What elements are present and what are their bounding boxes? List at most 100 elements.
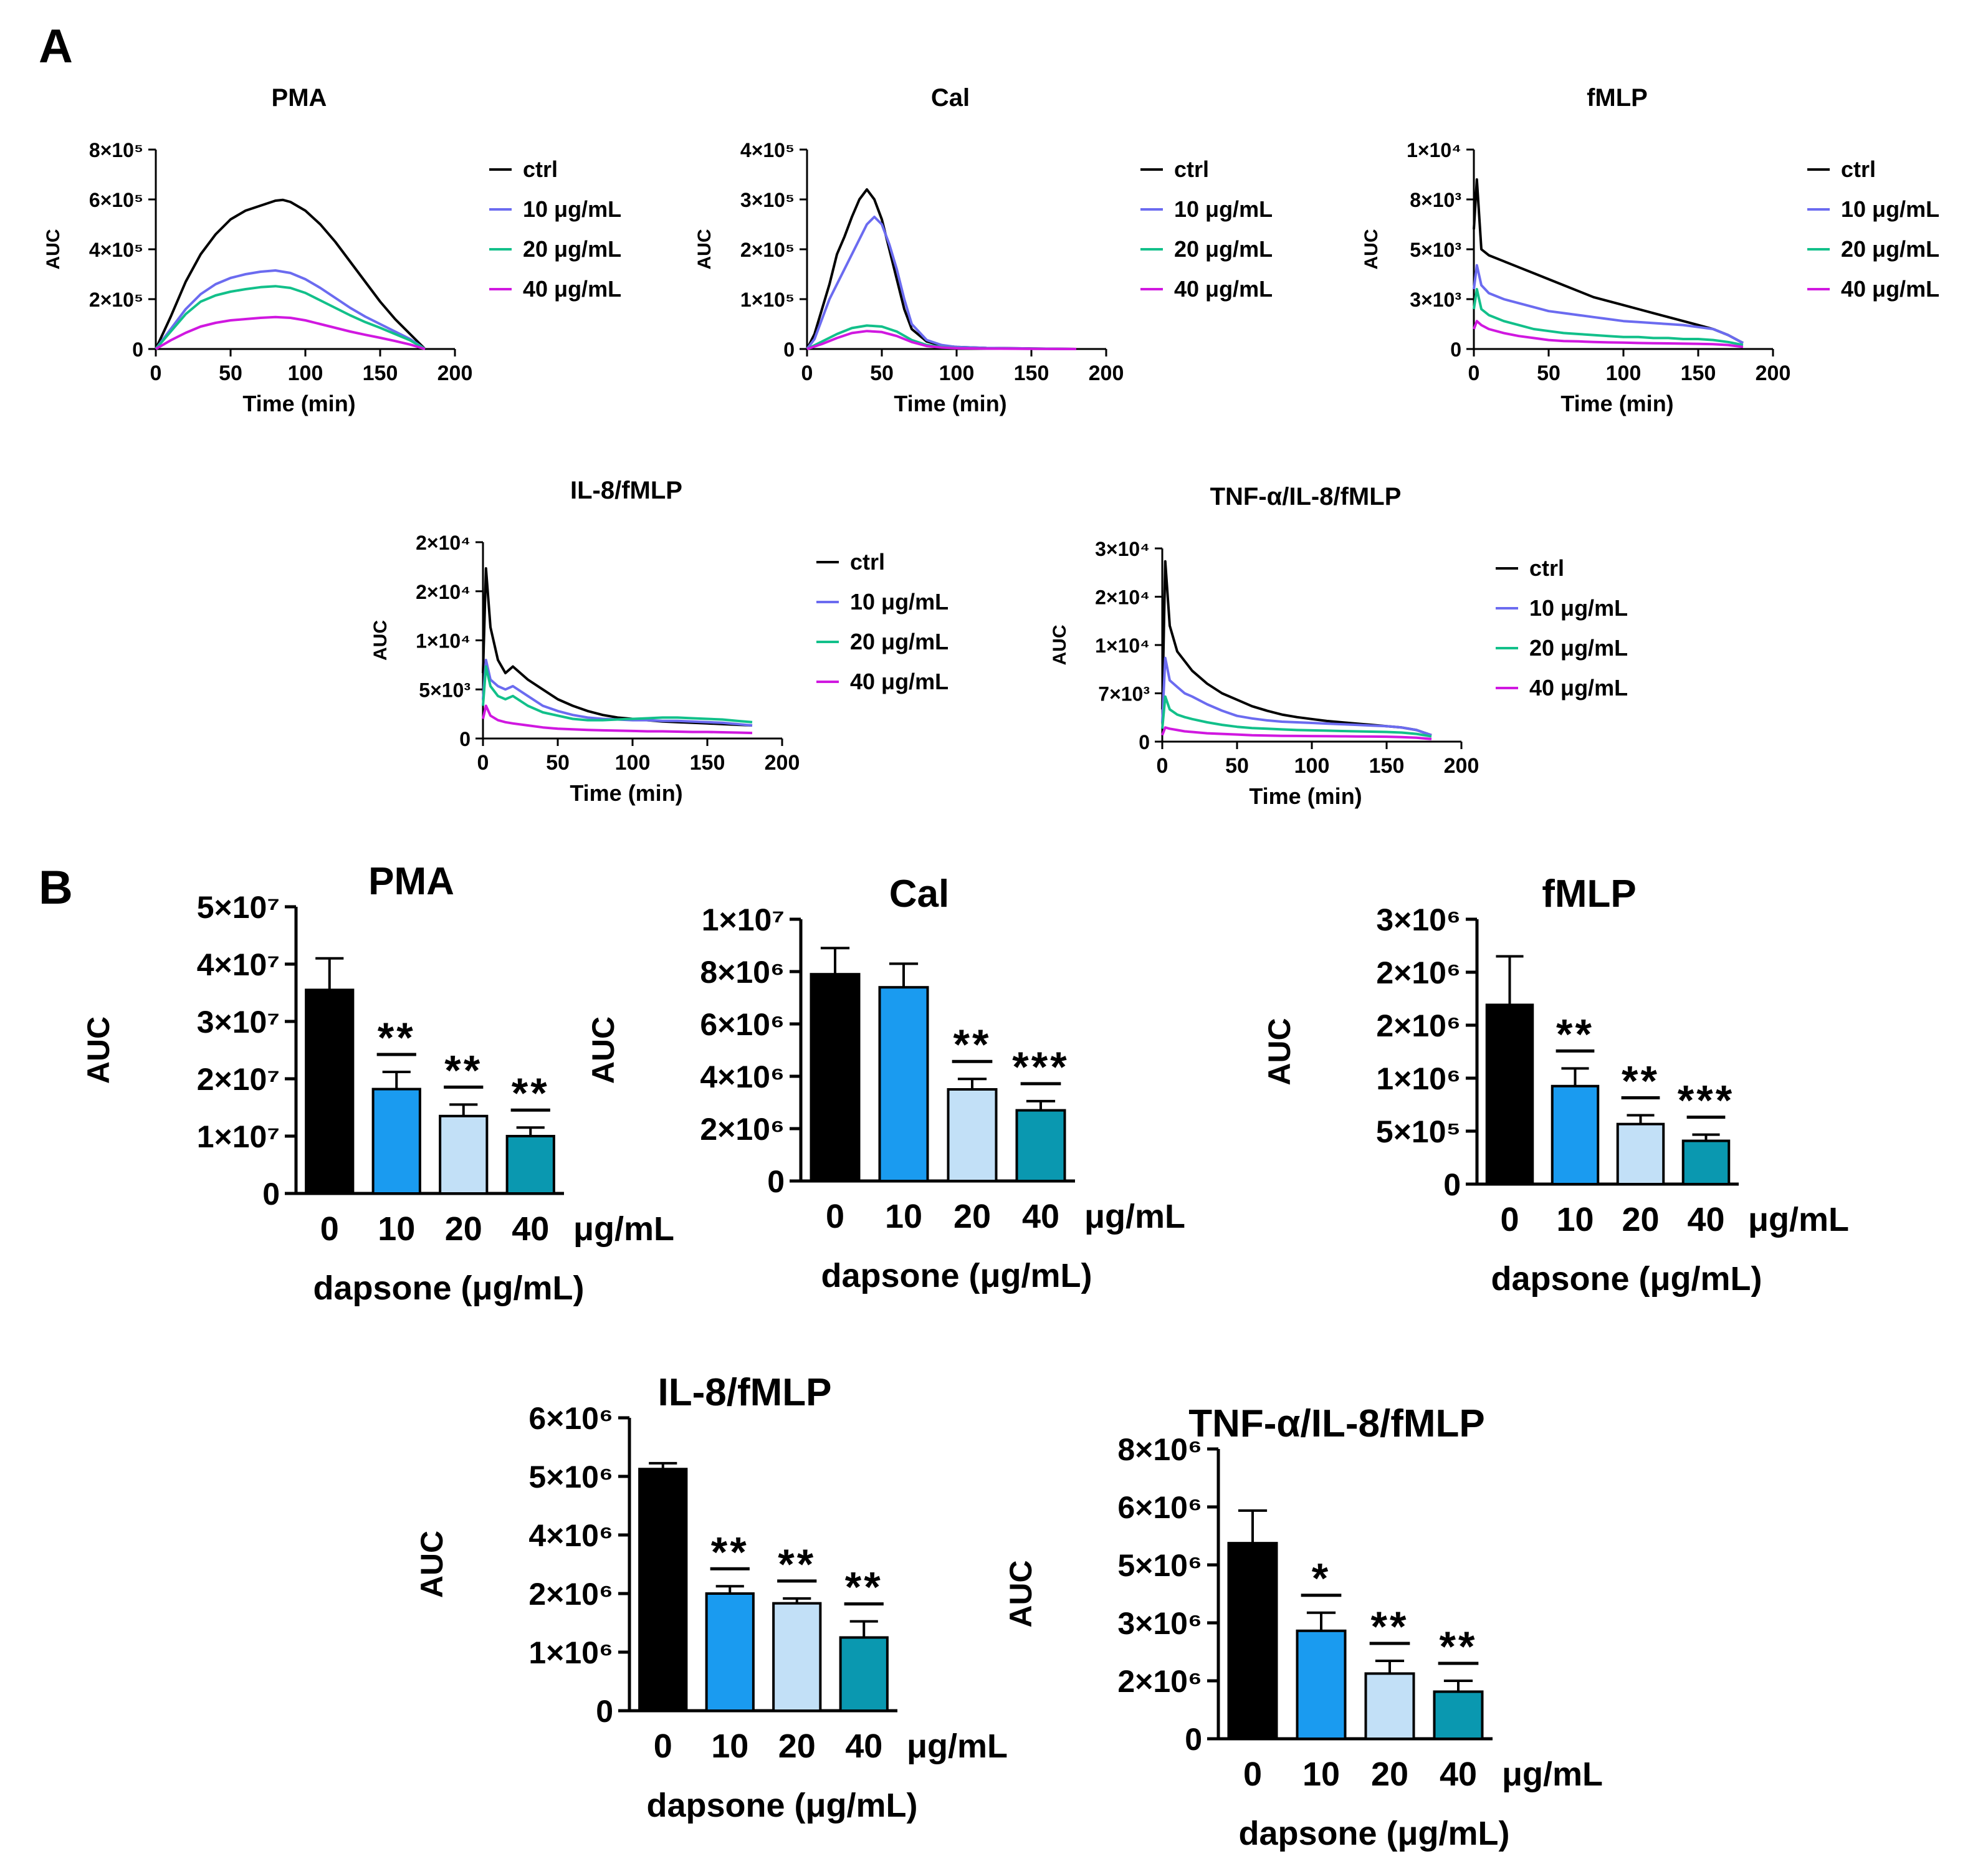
y-tick-label: 3×10⁷ (197, 1005, 280, 1040)
bar-0 (305, 988, 355, 1195)
y-tick-label: 4×10⁷ (197, 947, 280, 982)
y-tick-label: 2×10⁵ (740, 239, 795, 261)
bar-10 (878, 986, 929, 1182)
line-chart-4: TNF-α/IL-8/fMLP 0 50 100 150 200 0 7×10³ 1×10⁴ 2×… (1049, 483, 1628, 809)
bar-10 (1296, 1629, 1347, 1741)
bar-chart-1: Cal 0 2×10⁶ 4×10⁶ 6×10⁶ 8×10⁶ 1×10⁷ AUC 0 10 20 ** 4… (586, 872, 1185, 1294)
x-tick-label: 100 (288, 361, 323, 385)
x-tick-label: 150 (1014, 361, 1049, 385)
series-line-0 (155, 198, 426, 350)
bar-40 (839, 1636, 889, 1712)
y-tick-label: 0 (1139, 731, 1150, 753)
x-tick-label: 50 (870, 361, 894, 385)
significance-marker: ** (1440, 1623, 1478, 1670)
y-tick-label: 5×10⁷ (197, 890, 280, 925)
bar-40 (1681, 1139, 1731, 1186)
chart-title: IL-8/fMLP (570, 477, 682, 504)
bar-chart-3: IL-8/fMLP 0 1×10⁶ 2×10⁶ 4×10⁶ 5×10⁶ 6×10⁶ AUC 0 1… (414, 1371, 1008, 1824)
y-tick-label: 0 (1185, 1722, 1202, 1757)
legend-entry: ctrl (850, 549, 885, 575)
chart-title: fMLP (1587, 84, 1648, 112)
x-axis-label: Time (min) (242, 391, 355, 416)
series-line-3 (806, 330, 1077, 350)
series-line-0 (1473, 178, 1744, 345)
y-tick-label: 6×10⁶ (700, 1007, 785, 1042)
y-tick-label: 2×10⁶ (1376, 1008, 1461, 1043)
legend-entry: ctrl (1841, 156, 1876, 182)
x-tick-label: 100 (1294, 754, 1330, 778)
y-tick-label: 0 (783, 338, 795, 361)
x-tick-label: 100 (615, 751, 651, 775)
series-line-2 (1161, 695, 1432, 738)
y-tick-label: 3×10⁶ (1376, 902, 1461, 937)
series-line-3 (155, 315, 426, 350)
legend-entry: 40 μg/mL (1174, 276, 1273, 302)
y-tick-label: 6×10⁵ (89, 189, 143, 211)
x-tick-label: 0 (801, 361, 813, 385)
legend-entry: 10 μg/mL (850, 589, 949, 614)
category-label: 0 (826, 1198, 844, 1235)
series-line-3 (1161, 726, 1432, 740)
y-tick-label: 7×10³ (1098, 683, 1150, 705)
y-axis-label: AUC (414, 1531, 449, 1598)
category-label: 10 (1302, 1756, 1340, 1793)
legend-entry: 20 μg/mL (1174, 236, 1273, 262)
significance-marker: *** (1012, 1043, 1069, 1091)
significance-marker: ** (378, 1014, 416, 1061)
bar-20 (1364, 1672, 1415, 1740)
x-tick-label: 150 (363, 361, 398, 385)
y-tick-label: 2×10⁶ (1117, 1664, 1202, 1699)
panel-label-a: A (39, 20, 73, 73)
significance-marker: ** (953, 1021, 992, 1068)
y-tick-label: 6×10⁶ (1117, 1490, 1202, 1525)
significance-marker: ** (845, 1564, 883, 1611)
category-label: 10 (378, 1210, 415, 1248)
x-tick-label: 50 (1537, 361, 1560, 385)
x-tick-label: 200 (765, 751, 800, 775)
chart-title: Cal (889, 872, 949, 915)
y-tick-label: 0 (1450, 338, 1461, 361)
x-axis-label: Time (min) (1249, 783, 1362, 809)
bar-0 (1227, 1542, 1278, 1740)
x-tick-label: 200 (1444, 754, 1479, 778)
significance-marker: ** (778, 1541, 816, 1588)
category-label: 40 (1440, 1756, 1477, 1793)
bar-40 (505, 1135, 555, 1195)
y-tick-label: 2×10⁴ (416, 581, 471, 603)
y-tick-label: 0 (767, 1164, 785, 1199)
category-label: 0 (1243, 1756, 1262, 1793)
chart-title: PMA (272, 84, 327, 112)
y-tick-label: 3×10³ (1410, 289, 1461, 311)
x-tick-label: 200 (1756, 361, 1791, 385)
category-label: 0 (320, 1210, 339, 1248)
y-tick-label: 4×10⁵ (89, 239, 143, 261)
x-tick-label: 150 (1681, 361, 1716, 385)
y-tick-label: 2×10⁴ (1095, 586, 1150, 609)
x-axis-label: dapsone (μg/mL) (821, 1257, 1092, 1294)
legend-entry: 10 μg/mL (1841, 196, 1939, 222)
y-axis-label: AUC (586, 1016, 621, 1084)
series-line-1 (155, 269, 426, 350)
y-tick-label: 1×10⁴ (416, 630, 471, 653)
y-tick-label: 8×10⁵ (89, 139, 143, 161)
legend-entry: 10 μg/mL (523, 196, 621, 222)
y-tick-label: 0 (262, 1177, 280, 1212)
y-tick-label: 1×10⁴ (1407, 139, 1461, 161)
x-tick-label: 150 (1369, 754, 1405, 778)
category-label: 20 (1622, 1201, 1659, 1238)
y-axis-label: AUC (1262, 1018, 1297, 1085)
unit-label: μg/mL (907, 1728, 1008, 1765)
bar-0 (1485, 1003, 1534, 1185)
series-line-1 (806, 216, 1077, 350)
y-tick-label: 2×10⁶ (700, 1112, 785, 1147)
legend-entry: 40 μg/mL (850, 669, 949, 694)
legend-entry: 20 μg/mL (850, 629, 949, 654)
bar-chart-0: PMA 0 1×10⁷ 2×10⁷ 3×10⁷ 4×10⁷ 5×10⁷ AUC 0 10 ** 20 *… (81, 860, 674, 1307)
y-axis-label: AUC (43, 229, 64, 270)
y-tick-label: 5×10³ (1410, 239, 1461, 261)
x-tick-label: 0 (1157, 754, 1168, 778)
category-label: 0 (1500, 1201, 1519, 1238)
series-line-2 (1473, 288, 1744, 347)
bar-10 (1551, 1084, 1600, 1185)
